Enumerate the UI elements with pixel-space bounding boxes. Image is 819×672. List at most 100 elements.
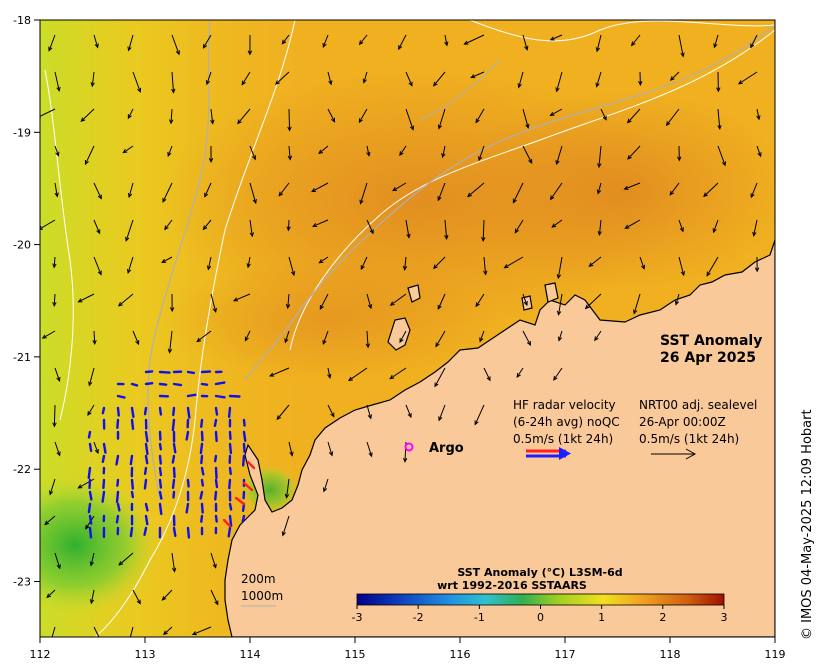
hf-radar-vector bbox=[213, 418, 218, 428]
nrt-velocity-arrow bbox=[54, 182, 59, 198]
nrt-velocity-arrow bbox=[327, 367, 332, 379]
hf-radar-vector bbox=[130, 418, 135, 430]
nrt-velocity-arrow bbox=[483, 367, 491, 382]
hf-radar-vector bbox=[144, 442, 149, 456]
nrt-velocity-arrow bbox=[630, 34, 641, 47]
nrt-velocity-arrow bbox=[389, 293, 407, 306]
nrt-velocity-arrow bbox=[208, 145, 214, 164]
nrt-velocity-arrow bbox=[347, 367, 368, 382]
y-axis: -18 -19 -20 -21 -22 -23 bbox=[13, 14, 40, 589]
hf-radar-vector bbox=[158, 406, 163, 416]
nrt-velocity-arrow bbox=[669, 182, 680, 196]
nrt-velocity-arrow bbox=[40, 108, 56, 119]
hf-radar-vector bbox=[158, 478, 163, 489]
nrt-velocity-arrow bbox=[595, 71, 602, 88]
colorbar-title-line1: SST Anomaly (°C) L3SM-6d bbox=[457, 566, 622, 579]
hf-radar-vector bbox=[101, 454, 106, 464]
nrt-velocity-arrow bbox=[54, 145, 60, 157]
x-tick-label: 116 bbox=[450, 648, 471, 661]
isobath-grey-east bbox=[244, 24, 775, 381]
nrt-velocity-arrow bbox=[516, 367, 524, 378]
isobath-1000m-east bbox=[289, 29, 775, 351]
colorbar-tick-label: 0 bbox=[537, 611, 544, 624]
hf-radar-vector bbox=[116, 418, 120, 430]
nrt-velocity-arrow bbox=[556, 293, 563, 316]
nrt-velocity-arrow bbox=[522, 108, 530, 129]
nrt-velocity-arrow bbox=[93, 34, 99, 49]
nrt-velocity-arrow bbox=[46, 589, 56, 599]
nrt-velocity-arrow bbox=[210, 108, 215, 125]
nrt-velocity-arrow bbox=[52, 256, 57, 269]
argo-float-marker[interactable] bbox=[404, 442, 414, 452]
colorbar-tick-label: -1 bbox=[474, 611, 485, 624]
nrt-velocity-arrow bbox=[706, 256, 719, 277]
nrt-velocity-arrow bbox=[703, 182, 719, 198]
hf-radar-vector bbox=[171, 418, 176, 432]
nrt-velocity-arrow bbox=[596, 182, 602, 195]
nrt-velocity-arrow bbox=[366, 404, 372, 420]
nrt-velocity-arrow bbox=[281, 34, 290, 45]
hf-radar-vector bbox=[144, 502, 149, 512]
nrt-velocity-arrow bbox=[627, 145, 641, 160]
nrt-legend-line1: NRT00 adj. sealevel bbox=[639, 398, 757, 412]
hf-radar-vector bbox=[144, 514, 149, 526]
isobath-1000m-west bbox=[44, 69, 74, 421]
nrt-velocity-arrow bbox=[171, 34, 180, 56]
nrt-velocity-arrow bbox=[92, 330, 97, 346]
nrt-velocity-arrow bbox=[202, 34, 212, 49]
argo-label: Argo bbox=[429, 441, 464, 456]
nrt-velocity-arrow bbox=[287, 108, 292, 132]
nrt-velocity-arrow bbox=[52, 404, 57, 428]
nrt-velocity-arrow bbox=[405, 404, 412, 419]
nrt-velocity-arrow bbox=[633, 293, 641, 315]
nrt-velocity-arrow bbox=[171, 71, 176, 94]
nrt-velocity-arrow bbox=[678, 256, 685, 277]
nrt-velocity-arrow bbox=[318, 256, 329, 264]
nrt-velocity-arrow bbox=[89, 589, 95, 605]
hf-legend-line3: 0.5m/s (1kt 24h) bbox=[513, 432, 613, 446]
nrt-velocity-arrow bbox=[51, 626, 56, 637]
nrt-velocity-arrow bbox=[284, 330, 290, 344]
hf-radar-vector bbox=[88, 442, 93, 453]
nrt-velocity-arrow bbox=[118, 552, 134, 566]
nrt-velocity-arrow bbox=[549, 182, 563, 201]
nrt-velocity-arrow bbox=[555, 71, 563, 93]
y-tick-label: -18 bbox=[13, 14, 31, 27]
x-tick-label: 119 bbox=[765, 648, 786, 661]
nrt-velocity-arrow bbox=[132, 589, 141, 605]
colorbar-tick-label: 2 bbox=[659, 611, 666, 624]
hf-radar-vector bbox=[115, 454, 120, 466]
hf-radar-vector bbox=[143, 526, 148, 536]
nrt-velocity-arrow bbox=[669, 71, 680, 81]
hf-radar-vector bbox=[172, 382, 183, 387]
nrt-velocity-arrow bbox=[127, 34, 134, 52]
nrt-velocity-arrow bbox=[89, 552, 95, 567]
hf-radar-vector bbox=[172, 466, 176, 479]
hf-radar-vector bbox=[228, 514, 233, 527]
hf-radar-vector bbox=[214, 406, 219, 416]
nrt-velocity-arrow bbox=[750, 182, 758, 199]
warm-anomaly-zone-east bbox=[450, 90, 775, 290]
nrt-velocity-arrow bbox=[52, 293, 57, 308]
nrt-velocity-arrow bbox=[638, 71, 643, 86]
colorbar-gradient bbox=[356, 593, 725, 606]
nrt-velocity-arrow bbox=[93, 219, 101, 235]
nrt-velocity-arrow bbox=[358, 34, 368, 46]
nrt-velocity-arrow bbox=[358, 108, 368, 124]
nrt-velocity-arrow bbox=[54, 441, 61, 457]
nrt-velocity-arrow bbox=[249, 182, 257, 205]
nrt-velocity-arrow bbox=[288, 256, 296, 277]
nrt-velocity-arrow bbox=[88, 367, 95, 387]
nrt-velocity-arrow bbox=[555, 145, 563, 166]
colorbar-tick-label: -3 bbox=[352, 611, 363, 624]
nrt-velocity-arrow bbox=[278, 182, 290, 197]
colorbar-tick-label: 3 bbox=[721, 611, 728, 624]
x-tick-label: 113 bbox=[135, 648, 156, 661]
nrt-velocity-arrow bbox=[196, 330, 212, 343]
nrt-velocity-arrow bbox=[288, 441, 294, 457]
colorbar-tick-label: 1 bbox=[598, 611, 605, 624]
nrt-velocity-arrow bbox=[478, 145, 485, 162]
nrt-velocity-arrow bbox=[237, 108, 251, 125]
hf-radar-vector bbox=[171, 454, 176, 464]
